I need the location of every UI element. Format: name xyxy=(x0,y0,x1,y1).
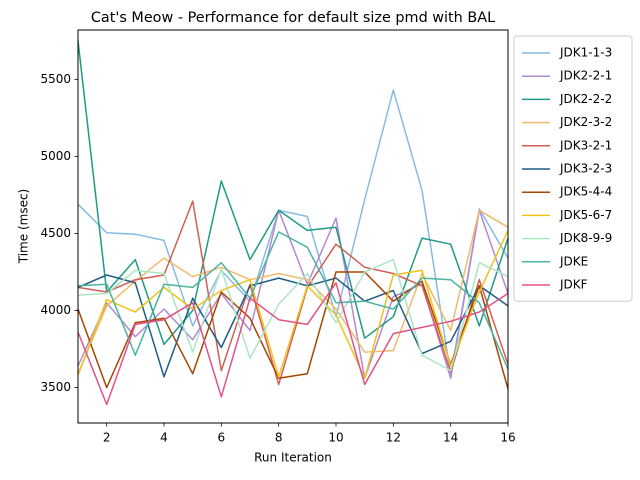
series-line-jdk2-3-2 xyxy=(77,209,509,374)
legend-label: JDK8-9-9 xyxy=(559,231,612,245)
x-tick-label: 16 xyxy=(500,431,515,445)
series-line-jdkf xyxy=(77,282,509,406)
x-tick-label: 6 xyxy=(218,431,226,445)
x-tick-label: 14 xyxy=(443,431,458,445)
series-line-jdk8-9-9 xyxy=(77,258,509,372)
x-tick-label: 4 xyxy=(160,431,168,445)
x-tick-label: 10 xyxy=(328,431,343,445)
series-line-jdke xyxy=(77,231,509,370)
series-layer xyxy=(77,40,509,406)
legend-label: JDKE xyxy=(559,254,588,268)
legend-label: JDK2-2-2 xyxy=(559,92,612,106)
series-line-jdk5-6-7 xyxy=(77,230,509,380)
legend: JDK1-1-3 JDK2-2-1 JDK2-2-2 JDK2-3-2 JDK3-2-1… xyxy=(513,35,633,302)
y-tick-label: 4500 xyxy=(40,226,71,240)
y-tick-label: 4000 xyxy=(40,303,71,317)
x-tick-label: 2 xyxy=(103,431,111,445)
legend-label: JDK2-3-2 xyxy=(559,115,612,129)
y-tick-label: 5000 xyxy=(40,149,71,163)
legend-label: JDK2-2-1 xyxy=(559,69,612,83)
x-axis-label: Run Iteration xyxy=(254,451,332,465)
legend-label: JDK5-6-7 xyxy=(559,208,612,222)
x-tick-label: 12 xyxy=(386,431,401,445)
legend-label: JDK3-2-3 xyxy=(559,162,612,176)
y-axis-label: Time (msec) xyxy=(17,189,31,264)
legend-label: JDK3-2-1 xyxy=(559,138,612,152)
legend-label: JDKF xyxy=(559,278,588,292)
series-line-jdk1-1-3 xyxy=(77,89,509,376)
y-axis: 3500 4000 4500 5000 5500 xyxy=(40,72,78,394)
series-line-jdk3-2-1 xyxy=(77,200,509,386)
y-tick-label: 5500 xyxy=(40,72,71,86)
legend-label: JDK1-1-3 xyxy=(559,46,612,60)
legend-label: JDK5-4-4 xyxy=(559,185,612,199)
y-tick-label: 3500 xyxy=(40,380,71,394)
legend-box xyxy=(513,35,633,302)
x-tick-label: 8 xyxy=(275,431,283,445)
series-line-jdk3-2-3 xyxy=(77,274,509,378)
x-axis: 2 4 6 8 10 12 14 16 xyxy=(103,423,516,445)
chart-title: Cat's Meow - Performance for default siz… xyxy=(91,10,495,26)
plot-frame xyxy=(77,29,509,424)
series-line-jdk2-2-2 xyxy=(77,40,509,346)
